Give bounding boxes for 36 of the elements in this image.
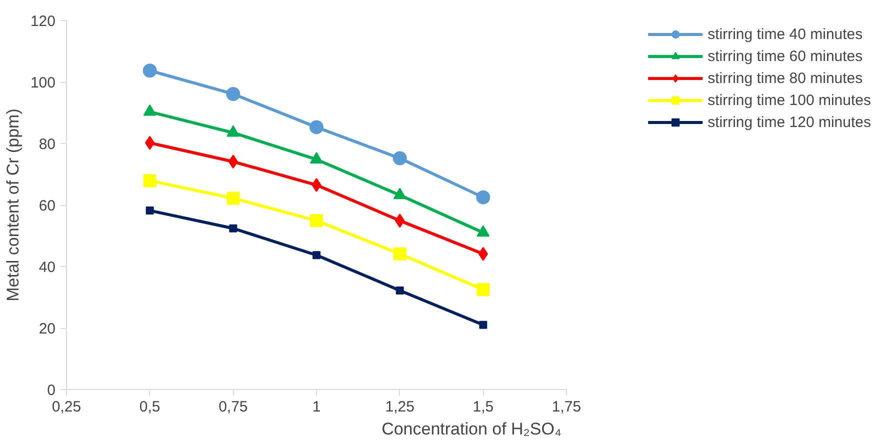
y-axis-title: Metal content of Cr (ppm) [3,108,22,302]
point [143,174,156,188]
point [142,64,157,78]
point [476,283,490,296]
y-tick-label: 80 [38,136,56,153]
x-tick-label: 1,5 [472,398,494,416]
point [226,87,240,101]
point [226,192,240,205]
y-tick-label: 20 [38,320,56,338]
legend-label: stirring time 120 minutes [708,114,871,130]
x-tick-label: 1 [312,398,321,416]
point [146,206,154,215]
point [229,224,238,232]
point [479,320,488,329]
y-tick-label: 60 [38,198,56,214]
y-tick-label: 0 [47,382,56,399]
x-tick-label: 0,5 [139,398,160,416]
point [310,120,324,134]
y-tick-label: 100 [30,74,56,92]
x-tick-label: 1,25 [385,398,414,416]
legend-label: stirring time 80 minutes [708,70,863,86]
point [476,190,490,204]
x-axis-title: Concentration of H₂SO₄ [382,420,562,438]
point [310,214,323,228]
legend-label: stirring time 40 minutes [708,26,863,42]
y-tick-label: 120 [30,13,56,30]
legend-label: stirring time 60 minutes [708,48,863,64]
point [393,247,406,260]
point [392,151,407,166]
x-tick-label: 0,75 [218,398,248,416]
point [312,251,320,260]
x-tick-label: 1,75 [552,398,582,416]
y-tick-label: 40 [38,259,56,276]
point [396,286,404,294]
x-tick-label: 0,25 [52,398,82,416]
legend-label: stirring time 100 minutes [708,92,871,108]
